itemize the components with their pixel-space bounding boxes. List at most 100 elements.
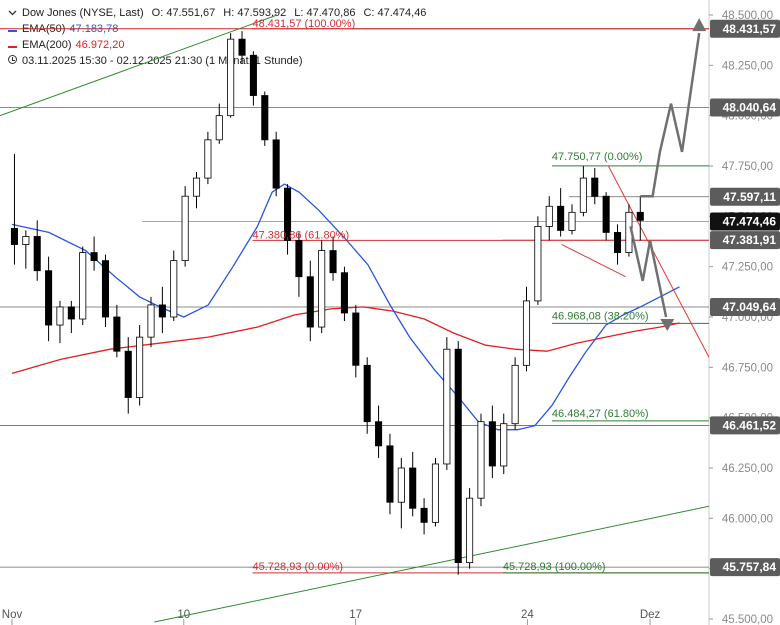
candle-body: [295, 240, 303, 278]
candle-body: [352, 312, 360, 366]
arrowhead-down-icon: [660, 319, 675, 332]
candle-body: [397, 467, 405, 503]
chevron-down-icon[interactable]: [6, 5, 18, 21]
candle: [79, 246, 87, 326]
candle-body: [568, 211, 576, 231]
candle-body: [33, 236, 41, 272]
candle: [90, 236, 98, 271]
fib-label: 48.431,57 (100.00%): [253, 18, 356, 30]
candle: [363, 357, 371, 434]
candle: [454, 341, 462, 575]
legend-title: Dow Jones (NYSE, Last): [22, 7, 144, 19]
clock-icon: [7, 55, 17, 64]
price-marker-box: [710, 231, 780, 250]
price-marker-label: 48.040,64: [723, 100, 777, 114]
ema200-swatch: [7, 46, 17, 48]
candle-body: [318, 250, 326, 328]
candle: [579, 166, 587, 217]
candle: [477, 413, 485, 507]
candle: [431, 457, 439, 527]
ema50-swatch: [7, 30, 17, 32]
fib-label: 47.380,86 (61.80%): [253, 229, 350, 241]
candle: [33, 220, 41, 281]
y-tick-label: 48.500,00: [722, 10, 773, 22]
candle-body: [329, 250, 337, 274]
candle-body: [454, 348, 462, 564]
candle-body: [420, 507, 428, 523]
candle-body: [79, 252, 87, 320]
price-marker-label: 45.757,84: [723, 560, 777, 574]
legend-open: O: 47.551,67: [151, 7, 216, 19]
candle-body: [45, 270, 53, 326]
fib-label: 45.728,93 (100.00%): [503, 561, 606, 573]
bullish-forecast-arrow: [640, 32, 701, 198]
candle-body: [591, 177, 599, 197]
price-marker-box: [710, 98, 780, 117]
price-marker-box: [710, 558, 780, 577]
candle: [306, 260, 314, 342]
candle: [522, 286, 531, 372]
candle: [340, 266, 348, 322]
candle-body: [215, 115, 223, 141]
candle-body: [147, 304, 155, 338]
legend-close: C: 47.474,46: [363, 7, 427, 19]
candle-body: [613, 232, 622, 253]
candle: [409, 451, 417, 517]
candle: [602, 192, 610, 241]
x-tick-label: 10: [177, 609, 190, 621]
price-marker-box: [710, 212, 780, 231]
price-marker-label: 47.597,11: [723, 190, 776, 204]
candle-body: [511, 364, 519, 425]
candle: [101, 254, 110, 328]
candle-body: [579, 177, 587, 213]
price-marker: 48.431,57: [710, 19, 780, 38]
candle-body: [557, 205, 565, 231]
candle-body: [204, 139, 212, 179]
candle: [466, 488, 474, 569]
price-marker: 47.597,11: [710, 187, 780, 206]
candle-body: [249, 54, 257, 96]
candle: [295, 232, 303, 297]
upper-trendline: [0, 14, 278, 117]
candle-body: [363, 364, 371, 423]
legend-high: H: 47.593,92: [223, 7, 287, 19]
candle-body: [261, 95, 269, 141]
price-marker-label: 46.461,52: [723, 418, 777, 432]
candle: [261, 91, 269, 146]
candle: [636, 196, 644, 241]
candle-body: [636, 211, 644, 221]
price-marker-box: [710, 187, 780, 206]
candle: [147, 296, 155, 348]
y-tick-label: 47.250,00: [722, 262, 773, 274]
price-marker-box: [710, 298, 780, 317]
bearish-forecast-arrow: [629, 226, 668, 318]
candle-body: [477, 421, 485, 499]
candle: [500, 413, 508, 475]
channel-lower-line: [561, 244, 626, 278]
candle: [56, 300, 64, 344]
candle: [557, 188, 565, 237]
candle-body: [192, 177, 201, 197]
candle: [375, 405, 383, 458]
y-tick-label: 46.000,00: [722, 513, 773, 525]
legend-low: L: 47.470,86: [294, 7, 356, 19]
price-marker-box: [710, 416, 780, 435]
legend-ema200-row[interactable]: EMA(200) 46.972,20: [6, 37, 426, 53]
candle: [488, 405, 496, 479]
channel-upper-line: [607, 165, 710, 358]
candle: [204, 131, 212, 185]
y-tick-label: 46.750,00: [722, 362, 773, 374]
candle-body: [158, 304, 166, 318]
candle: [10, 153, 18, 265]
x-tick-label: Nov: [2, 609, 23, 621]
candle: [227, 33, 235, 118]
x-tick-label: 17: [349, 609, 362, 621]
price-marker: 46.461,52: [710, 416, 780, 435]
candle-body: [67, 306, 75, 320]
candle-body: [56, 306, 64, 326]
ema50-line: [11, 183, 680, 431]
candle: [45, 256, 53, 342]
candle-body: [10, 228, 18, 245]
candle-body: [534, 225, 542, 302]
